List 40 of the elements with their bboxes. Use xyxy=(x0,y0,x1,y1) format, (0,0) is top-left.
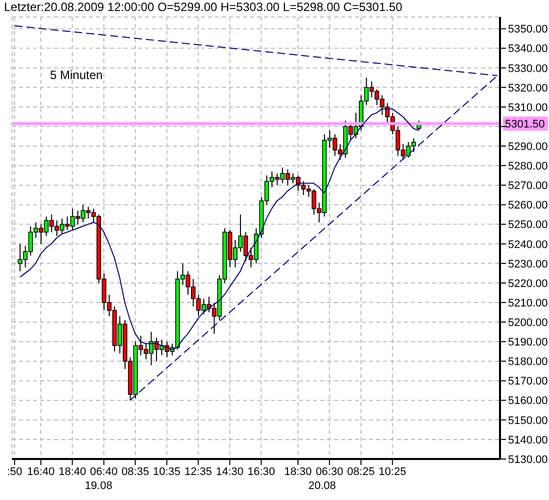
x-tick-label: 12:35 xyxy=(184,466,212,478)
y-tick-label: 5310.00 xyxy=(508,102,548,114)
x-tick-label: 10:25 xyxy=(378,466,406,478)
text: 20.08 xyxy=(307,480,337,492)
x-tick-label: 08:35 xyxy=(122,466,150,478)
x-tick-label: 08:25 xyxy=(347,466,375,478)
y-tick-label: 5330.00 xyxy=(508,62,548,75)
y-tick-label: 5150.00 xyxy=(508,414,548,427)
y-tick-label: 5210.00 xyxy=(508,297,548,310)
y-tick-label: 5280.00 xyxy=(508,160,548,173)
x-tick-label: 06:40 xyxy=(90,466,118,478)
y-tick-label: 5130.00 xyxy=(508,454,548,466)
y-tick-label: 5160.00 xyxy=(508,395,548,408)
y-tick-label: 5350.00 xyxy=(508,24,548,36)
x-tick-label: 16:30 xyxy=(247,466,276,478)
y-tick-label: 5240.00 xyxy=(508,238,548,251)
y-tick-label: 5140.00 xyxy=(508,434,548,446)
y-tick-label: 5250.00 xyxy=(508,219,548,232)
ref-line-label: 5301.50 xyxy=(505,118,545,131)
x-tick-label: 18:30 xyxy=(284,466,312,478)
x-tick-label: 14:30 xyxy=(216,466,244,478)
x-tick-label: 16:40 xyxy=(27,466,55,478)
annotation: 5 Minuten xyxy=(50,68,103,82)
y-tick-label: 5200.00 xyxy=(508,317,548,329)
y-tick-label: 5290.00 xyxy=(508,140,548,153)
y-tick-label: 5340.00 xyxy=(508,43,548,56)
x-tick-label: 18:40 xyxy=(58,466,86,478)
y-tick-label: 5320.00 xyxy=(508,82,548,94)
y-tick-label: 5170.00 xyxy=(508,376,548,388)
chart-title: Letzter:20.08.2009 12:00:00 O=5299.00 H=5303.00 L=5298.00 C=5301.50 xyxy=(4,0,402,14)
y-tick-label: 5270.00 xyxy=(508,180,548,192)
x-tick-label: 10:35 xyxy=(153,466,181,478)
y-tick-label: 5230.00 xyxy=(508,258,548,270)
y-tick-label: 5180.00 xyxy=(508,356,548,368)
y-tick-label: 5190.00 xyxy=(508,336,548,349)
x-tick-label: :50 xyxy=(6,466,22,478)
y-tick-label: 5260.00 xyxy=(508,200,548,212)
y-tick-label: 5220.00 xyxy=(508,278,548,290)
x-tick-label: 06:30 xyxy=(316,466,344,478)
text: 19.08 xyxy=(84,480,114,492)
